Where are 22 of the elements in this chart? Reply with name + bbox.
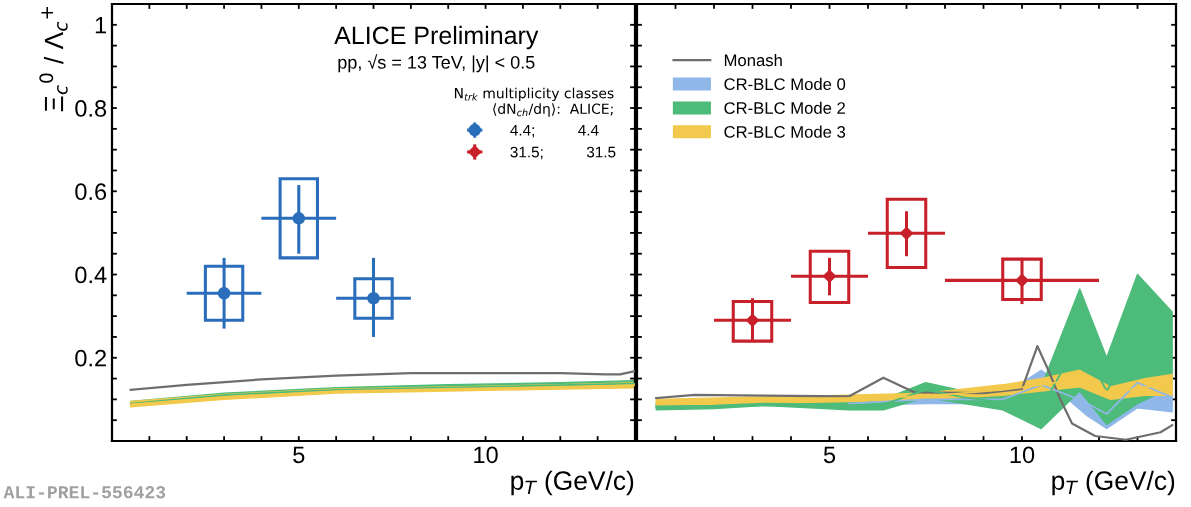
legend-label: CR-BLC Mode 0 xyxy=(724,77,846,91)
annotation: ALICE Preliminary xyxy=(334,25,539,50)
legend-label: Monash xyxy=(724,53,782,67)
y-tick-label: 0.4 xyxy=(75,266,107,284)
x-tick-label: 5 xyxy=(823,446,836,464)
x-tick-label: 10 xyxy=(474,446,498,464)
x-axis-title: p$_{T}$ (GeV/c) xyxy=(1052,470,1175,496)
legend-title: N$_{trk}$ multiplicity classes ⟨dN$_{ch}$/dη⟩: ALICE; xyxy=(454,87,614,117)
y-tick-label: 0.6 xyxy=(75,183,107,201)
y-tick-label: 0.2 xyxy=(75,349,106,367)
legend-label: 31.5; 31.5 xyxy=(510,146,616,160)
annotation: pp, √s = 13 TeV, |y| < 0.5 xyxy=(338,54,535,73)
legend-label: CR-BLC Mode 2 xyxy=(724,101,845,114)
x-tick-label: 5 xyxy=(293,446,305,464)
y-tick-label: 0.8 xyxy=(75,100,107,117)
legend-label: 4.4; 4.4 xyxy=(510,124,599,138)
y-axis-title: Ξ$_{c}$$^{0}$ / Λ$_{c}$$^{+}$ xyxy=(39,6,68,112)
x-tick-label: 10 xyxy=(1010,446,1035,464)
legend-label: CR-BLC Mode 3 xyxy=(724,125,846,138)
x-axis-title: p$_{T}$ (GeV/c) xyxy=(511,470,634,496)
text: ALI-PREL-556423 xyxy=(3,486,166,499)
y-tick-label: 1 xyxy=(95,17,106,34)
